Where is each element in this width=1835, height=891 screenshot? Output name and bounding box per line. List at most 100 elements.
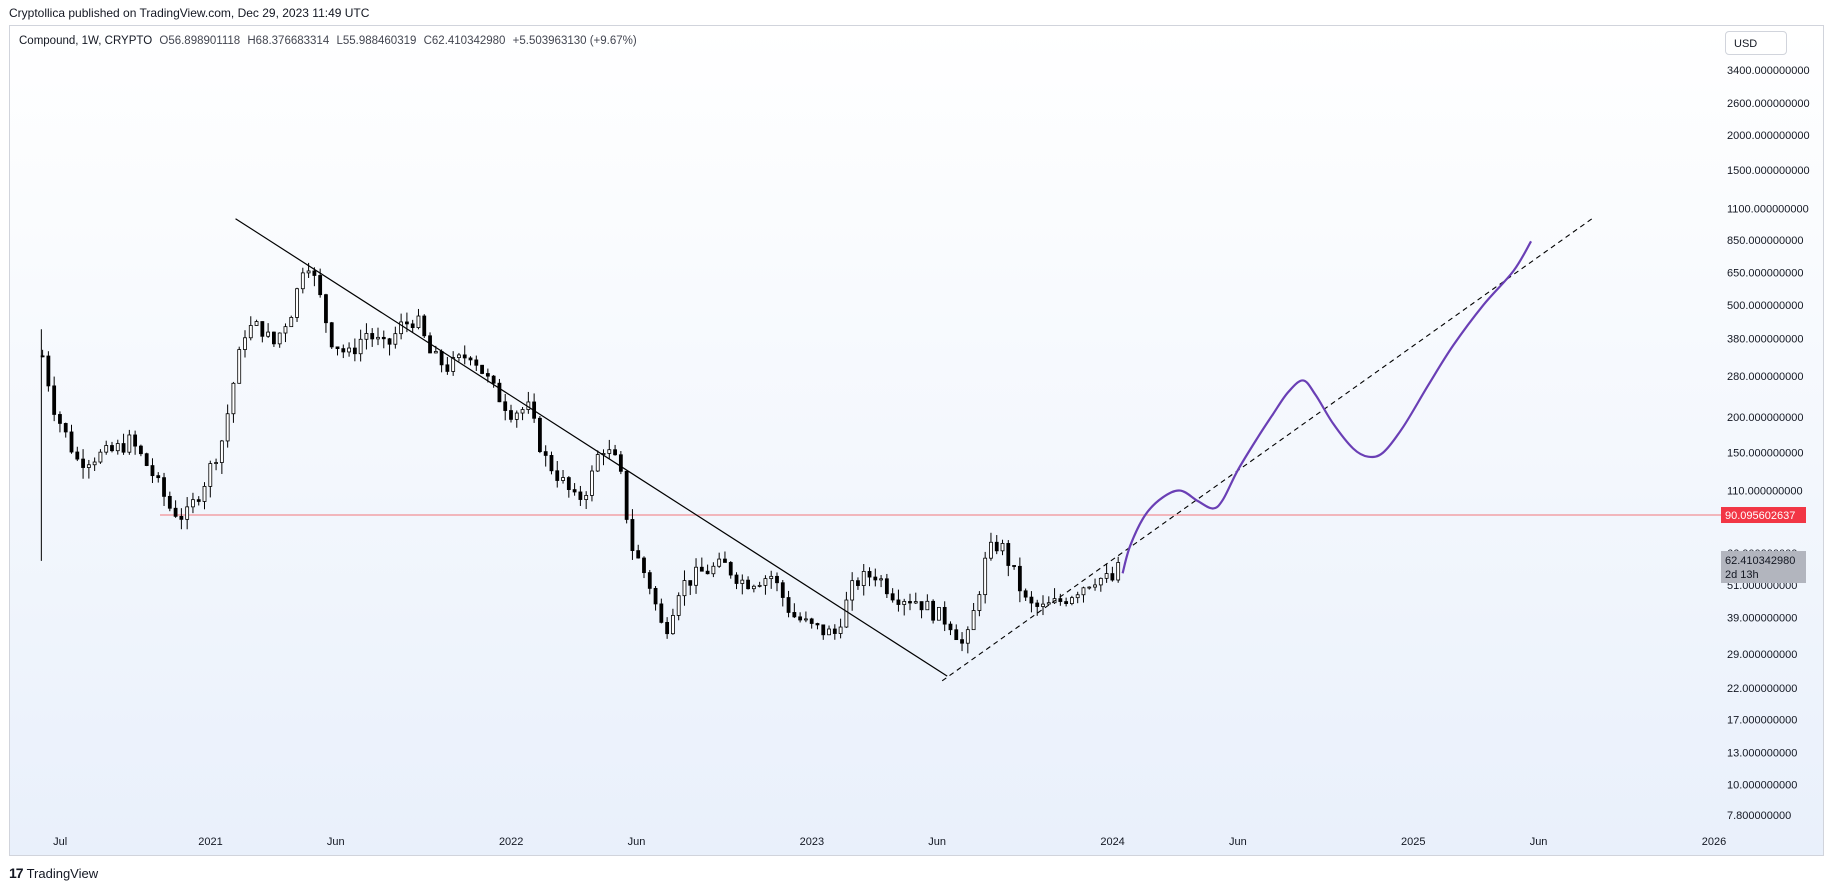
candle-down bbox=[723, 558, 727, 563]
candle-up bbox=[364, 333, 369, 340]
candle-up bbox=[971, 610, 976, 631]
candle-down bbox=[746, 579, 750, 590]
candle-up bbox=[214, 462, 218, 464]
candle-up bbox=[937, 606, 941, 621]
candle-up bbox=[757, 584, 762, 587]
candle-up bbox=[393, 333, 398, 345]
candle-down bbox=[734, 574, 739, 584]
time-axis-label: 2026 bbox=[1702, 836, 1726, 848]
candle-down bbox=[312, 270, 317, 276]
candle-down bbox=[503, 401, 508, 411]
candle-up bbox=[237, 349, 242, 384]
candle-down bbox=[196, 499, 201, 502]
candle-down bbox=[780, 582, 785, 598]
candle-up bbox=[1041, 603, 1045, 607]
candle-up bbox=[306, 270, 311, 274]
price-axis-label: 500.000000000 bbox=[1727, 300, 1803, 312]
candle-down bbox=[387, 338, 392, 345]
candle-up bbox=[1098, 577, 1103, 586]
candle-up bbox=[913, 601, 918, 604]
candle-up bbox=[751, 585, 756, 590]
tradingview-footer[interactable]: 17 TradingView bbox=[9, 865, 98, 881]
candle-up bbox=[347, 347, 351, 353]
candle-down bbox=[439, 351, 444, 366]
candle-up bbox=[191, 499, 195, 508]
candle-down bbox=[480, 364, 484, 374]
candle-down bbox=[919, 601, 924, 611]
candle-up bbox=[115, 443, 120, 452]
time-axis-label: Jun bbox=[1530, 836, 1548, 848]
candle-down bbox=[659, 603, 664, 623]
candle-up bbox=[185, 506, 190, 520]
candle-down bbox=[179, 515, 184, 520]
candle-down bbox=[630, 519, 635, 552]
candle-up bbox=[300, 272, 305, 290]
candle-up bbox=[983, 557, 988, 596]
candle-up bbox=[127, 434, 132, 453]
candle-down bbox=[856, 580, 860, 586]
last-price-countdown: 2d 13h bbox=[1725, 569, 1759, 581]
candle-down bbox=[341, 348, 346, 353]
candle-down bbox=[798, 616, 803, 621]
candle-up bbox=[676, 595, 681, 616]
publisher-credit: Cryptollica published on TradingView.com… bbox=[9, 6, 370, 20]
ascending-dashed-trendline bbox=[941, 217, 1595, 682]
time-axis: Jul 2021 Jun 2022 Jun 2023 Jun 2024 Jun 2025 Jun 20… bbox=[53, 836, 1726, 848]
price-axis: 3400.000000000 2600.000000000 2000.0000000… bbox=[1727, 65, 1810, 822]
level-price-tag: 90.095602637 bbox=[1721, 507, 1806, 524]
candle-up bbox=[514, 412, 519, 420]
candle-down bbox=[260, 321, 265, 337]
candle-up bbox=[861, 571, 866, 586]
candle-up bbox=[416, 315, 421, 329]
candle-up bbox=[595, 454, 600, 472]
candle-up bbox=[925, 600, 930, 611]
time-axis-label: Jun bbox=[628, 836, 646, 848]
candle-down bbox=[410, 323, 415, 329]
candle-down bbox=[942, 606, 947, 625]
candle-down bbox=[139, 445, 143, 455]
candle-up bbox=[86, 464, 91, 468]
time-axis-label: Jun bbox=[928, 836, 946, 848]
candle-up bbox=[457, 354, 461, 358]
candle-up bbox=[671, 615, 675, 635]
candle-down bbox=[110, 445, 114, 452]
candle-down bbox=[162, 477, 166, 497]
candle-down bbox=[1110, 573, 1115, 581]
tradingview-logo-icon: 17 bbox=[9, 865, 24, 881]
candle-down bbox=[642, 557, 646, 574]
candle-up bbox=[1116, 562, 1121, 581]
price-axis-label: 1500.000000000 bbox=[1727, 165, 1810, 177]
candle-down bbox=[370, 333, 375, 340]
price-axis-label: 280.000000000 bbox=[1727, 371, 1803, 383]
candle-down bbox=[566, 477, 571, 490]
ohlc-low: L55.988460319 bbox=[336, 35, 417, 47]
candle-down bbox=[1012, 565, 1016, 567]
candle-down bbox=[352, 347, 357, 355]
price-axis-label: 850.000000000 bbox=[1727, 235, 1803, 247]
candle-up bbox=[1070, 597, 1074, 605]
currency-selector[interactable]: USD bbox=[1725, 31, 1787, 55]
projection-path bbox=[1121, 240, 1532, 574]
candle-down bbox=[497, 382, 502, 403]
candle-down bbox=[121, 443, 126, 453]
candle-down bbox=[931, 600, 936, 621]
candle-up bbox=[682, 580, 687, 597]
candle-up bbox=[584, 495, 589, 500]
price-axis-label: 39.000000000 bbox=[1727, 613, 1797, 625]
candle-down bbox=[75, 451, 80, 460]
candle-down bbox=[786, 597, 791, 613]
time-axis-label: 2024 bbox=[1100, 836, 1124, 848]
candle-down bbox=[775, 575, 779, 584]
candle-down bbox=[58, 414, 62, 424]
candle-down bbox=[173, 507, 178, 517]
candle-down bbox=[994, 541, 999, 552]
symbol-title[interactable]: Compound, 1W, CRYPTO bbox=[19, 35, 153, 47]
candle-down bbox=[543, 451, 548, 456]
candle-down bbox=[549, 455, 554, 472]
candle-down bbox=[705, 570, 710, 575]
price-axis-label: 150.000000000 bbox=[1727, 448, 1803, 460]
candle-up bbox=[283, 326, 288, 334]
candle-up bbox=[208, 463, 213, 487]
descending-trendline bbox=[235, 218, 948, 677]
